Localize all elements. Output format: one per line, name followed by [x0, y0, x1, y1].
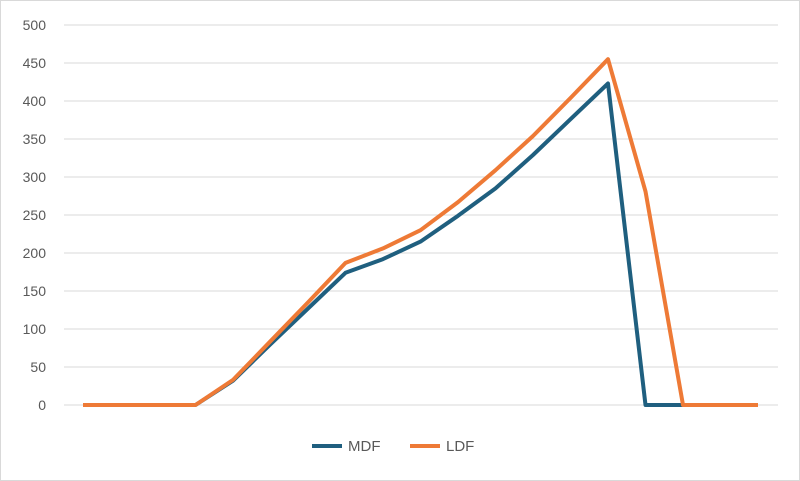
- y-tick-label: 50: [30, 359, 46, 375]
- y-tick-label: 200: [23, 245, 47, 261]
- series-line-ldf: [83, 57, 758, 407]
- y-tick-label: 0: [38, 397, 46, 413]
- y-tick-label: 150: [23, 283, 47, 299]
- y-tick-label: 250: [23, 207, 47, 223]
- y-tick-label: 400: [23, 93, 47, 109]
- y-tick-label: 300: [23, 169, 47, 185]
- legend: MDF LDF: [312, 438, 474, 455]
- y-tick-label: 350: [23, 131, 47, 147]
- gridlines: [64, 24, 778, 406]
- y-axis-tick-labels: 0 50 100 150 200 250 300 350 400 450 500: [23, 17, 47, 413]
- y-tick-label: 100: [23, 321, 47, 337]
- y-tick-label: 500: [23, 17, 47, 33]
- y-tick-label: 450: [23, 55, 47, 71]
- series-lines: [83, 57, 758, 407]
- legend-label-ldf: LDF: [446, 438, 474, 455]
- legend-label-mdf: MDF: [348, 438, 381, 455]
